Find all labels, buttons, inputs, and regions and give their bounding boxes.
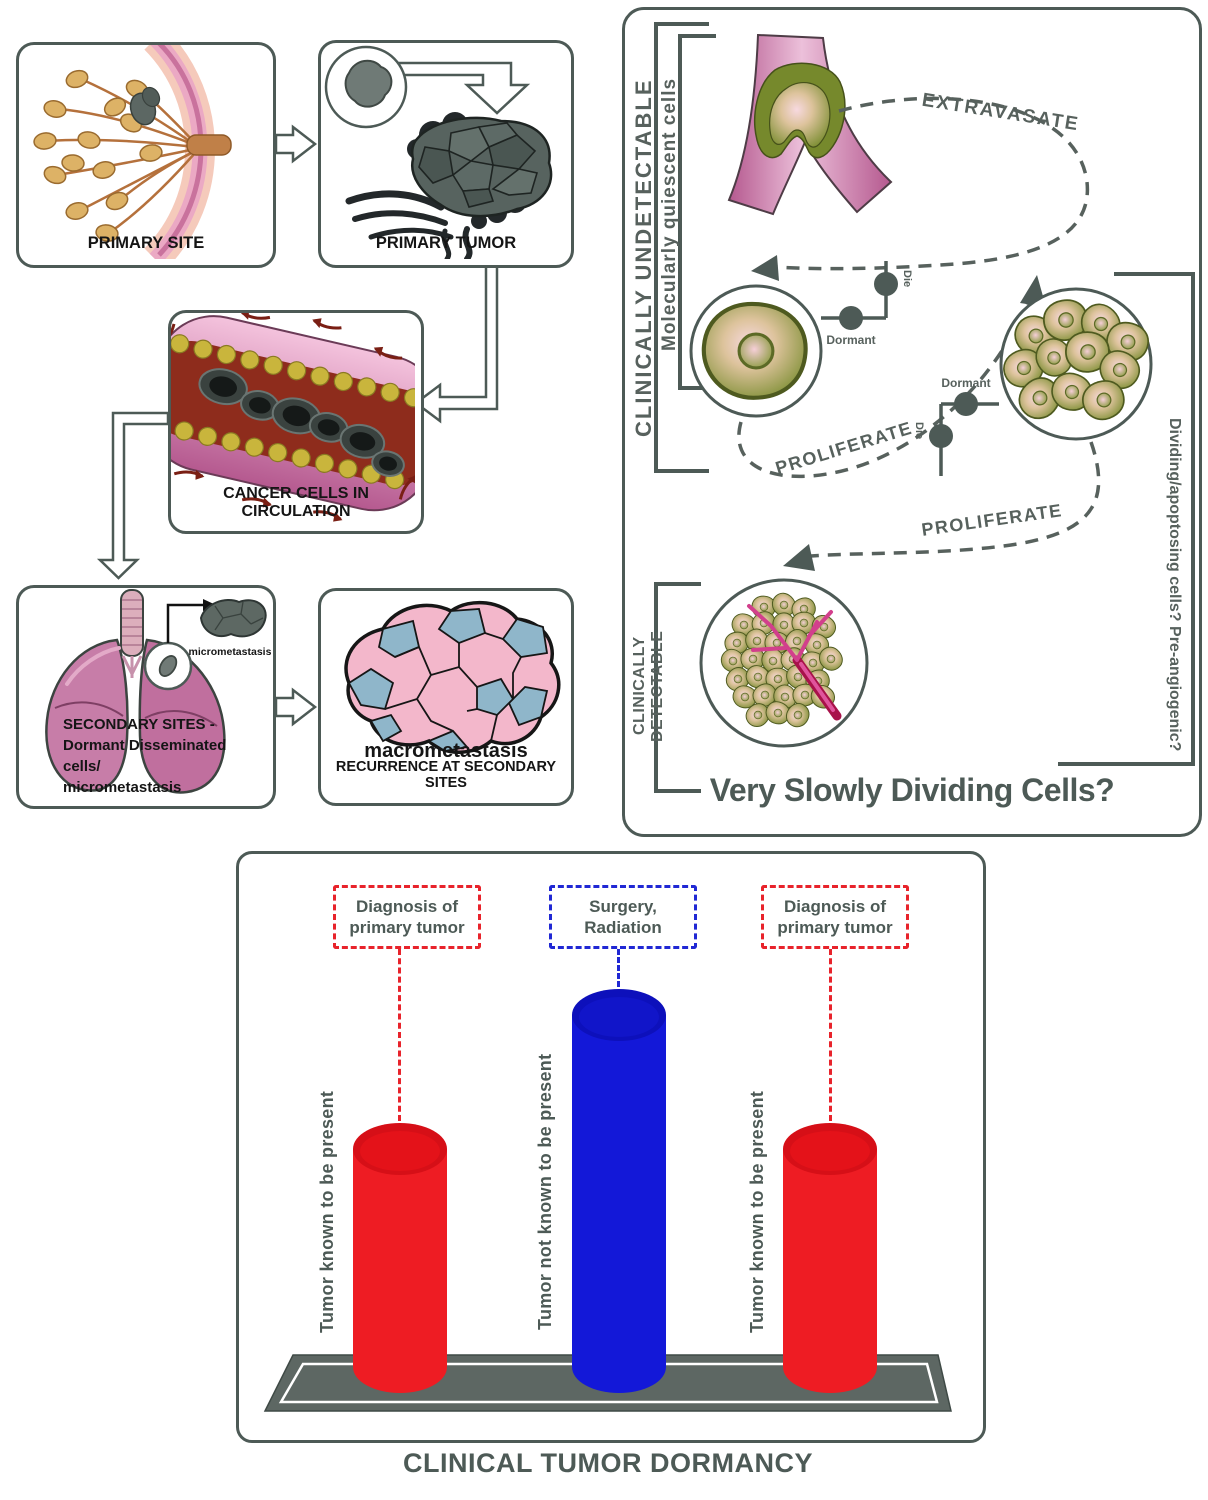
micrometastasis-inset-label: micrometastasis (188, 646, 272, 658)
bar-cylinder-blue (572, 989, 666, 1393)
callout-connector-right (829, 949, 832, 1121)
callout-connector-middle (617, 949, 620, 987)
primary-site-label: PRIMARY SITE (87, 234, 205, 252)
angiogenic-vessel-icon (747, 604, 842, 721)
arrowhead-icon (783, 544, 815, 571)
macrometastasis-label: macrometastasis (364, 740, 528, 762)
vascularized-tumor (716, 588, 848, 732)
single-tumor-cell-icon (344, 59, 393, 108)
callout-line: Diagnosis of (355, 897, 458, 916)
callout-line: primary tumor (777, 918, 893, 937)
primary-site-box: PRIMARY SITE (16, 42, 276, 268)
clinical-dormancy-title: CLINICAL TUMOR DORMANCY (403, 1448, 813, 1478)
breast-tumor-icon (129, 86, 161, 126)
dormant-lower-label: Dormant (941, 376, 991, 390)
left-lung (45, 638, 129, 792)
bracket-lines (654, 22, 1195, 793)
callout-line: Radiation (584, 918, 662, 937)
micrometastasis-icon (199, 599, 267, 638)
clinical-dormancy-panel: Diagnosis of primary tumor Surgery, Radi… (236, 851, 986, 1443)
callout-line: Surgery, (589, 897, 657, 916)
callout-diagnosis-right: Diagnosis of primary tumor (761, 885, 909, 949)
circulation-label: CANCER CELLS IN CIRCULATION (223, 485, 369, 520)
primary-tumor-illustration (324, 45, 553, 259)
macrometastasis-box: macrometastasis RECURRENCE AT SECONDARY … (318, 588, 574, 806)
dividing-apoptosing-label: Dividing/apoptosing cells? Pre-angiogeni… (1166, 418, 1183, 752)
callout-diagnosis-left: Diagnosis of primary tumor (333, 885, 481, 949)
circulation-box: CANCER CELLS IN CIRCULATION (168, 310, 424, 534)
callout-connector-left (398, 949, 401, 1121)
clinically-detectable-label: CLINICALLY DETECTABLE (631, 630, 666, 742)
proliferate-upper-path (737, 299, 1031, 479)
callout-line: primary tumor (349, 918, 465, 937)
bar-label-left: Tumor known to be present (317, 1090, 337, 1334)
bar-cylinder-red-right (783, 1123, 877, 1393)
arrowhead-icon (751, 255, 779, 281)
arrow-right-icon (274, 687, 318, 727)
blood-vessel-illustration (171, 313, 415, 525)
callout-line: Diagnosis of (783, 897, 886, 916)
bar-cylinder-red-left (353, 1123, 447, 1393)
bar-label-middle: Tumor not known to be present (535, 1053, 555, 1331)
breast-illustration (32, 45, 232, 259)
die-lower-label: Die (913, 422, 925, 440)
secondary-sites-box: micrometastasis SECONDARY SITES - Dorman… (16, 585, 276, 809)
dormancy-panel: CLINICALLY UNDETECTABLE Molecularly quie… (622, 7, 1202, 837)
bar-label-right: Tumor known to be present (747, 1090, 767, 1334)
arrow-elbow-left-icon (413, 261, 499, 424)
recurrence-label: RECURRENCE AT SECONDARY SITES (335, 759, 557, 791)
macrometastasis-illustration (344, 600, 561, 754)
die-upper-label: Die (901, 270, 913, 288)
circulating-tumor-cells-icon (198, 368, 405, 477)
extravasate-path (774, 96, 1090, 271)
primary-tumor-box: PRIMARY TUMOR (318, 40, 574, 268)
inset-pointer-arrow-icon (166, 603, 203, 643)
dormant-upper-label: Dormant (826, 333, 876, 347)
inset-arrow-icon (389, 61, 531, 115)
dormancy-diagram (654, 22, 1195, 793)
extravasation-vessel-icon (727, 33, 893, 216)
arrow-elbow-down-icon (96, 411, 170, 580)
molecularly-quiescent-label: Molecularly quiescent cells (659, 77, 680, 351)
proliferate-lower-path (810, 441, 1101, 558)
callout-surgery-radiation: Surgery, Radiation (549, 885, 697, 949)
dormant-cell-icon (158, 655, 178, 677)
lungs-illustration (45, 589, 267, 794)
primary-tumor-label: PRIMARY TUMOR (375, 234, 517, 252)
dormancy-panel-title: Very Slowly Dividing Cells? (709, 772, 1115, 808)
clinically-undetectable-label: CLINICALLY UNDETECTABLE (631, 78, 656, 438)
arrow-right-icon (274, 124, 318, 164)
secondary-sites-label: SECONDARY SITES - Dormant Disseminated c… (63, 716, 227, 796)
